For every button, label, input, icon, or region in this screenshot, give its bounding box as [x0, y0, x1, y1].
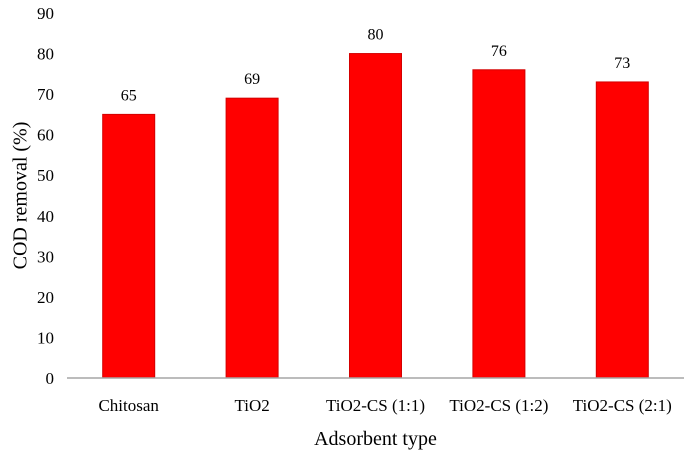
bar-2: [349, 53, 402, 379]
category-label: TiO2-CS (1:1): [326, 396, 425, 415]
bar-3: [472, 69, 526, 379]
y-tick-label: 30: [37, 247, 54, 266]
data-label: 73: [614, 55, 630, 72]
data-label: 65: [121, 87, 137, 104]
category-label: TiO2: [234, 396, 269, 415]
y-tick-label: 80: [37, 45, 54, 64]
y-tick-label: 60: [37, 126, 54, 145]
data-label: 76: [491, 43, 507, 60]
bar-0: [102, 113, 156, 379]
y-tick-label: 10: [37, 328, 54, 347]
y-tick-label: 90: [37, 4, 54, 23]
x-axis-title: Adsorbent type: [314, 428, 437, 450]
bars: [102, 53, 649, 379]
category-label: TiO2-CS (2:1): [573, 396, 672, 415]
y-tick-label: 20: [37, 288, 54, 307]
y-axis-title: COD removal (%): [10, 122, 32, 270]
data-labels: 65 69 80 76 73: [121, 27, 631, 105]
y-tick-label: 70: [37, 85, 54, 104]
category-label: TiO2-CS (1:2): [449, 396, 548, 415]
bar-4: [595, 81, 649, 379]
y-tick-label: 50: [37, 166, 54, 185]
x-axis-tick-labels: Chitosan TiO2 TiO2-CS (1:1) TiO2-CS (1:2) Ti…: [98, 396, 671, 415]
y-axis-tick-labels: 0 10 20 30 40 50 60 70 80 90: [37, 4, 54, 388]
data-label: 69: [244, 71, 260, 88]
y-tick-label: 40: [37, 207, 54, 226]
data-label: 80: [368, 27, 384, 44]
category-label: Chitosan: [98, 396, 159, 415]
y-tick-label: 0: [46, 369, 55, 388]
bar-1: [225, 97, 279, 379]
